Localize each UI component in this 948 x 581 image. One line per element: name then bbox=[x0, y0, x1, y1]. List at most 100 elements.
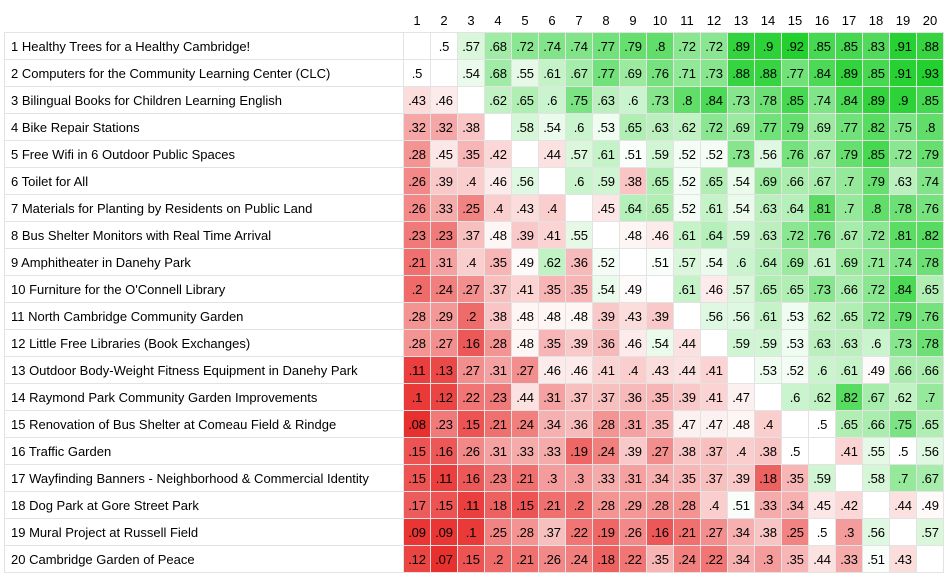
heatmap-cell: .21 bbox=[511, 464, 539, 492]
heatmap-cell: .53 bbox=[781, 302, 809, 330]
heatmap-cell bbox=[484, 113, 512, 141]
heatmap-cell: .61 bbox=[673, 275, 701, 303]
heatmap-cell: .47 bbox=[700, 410, 728, 438]
heatmap-cell: .67 bbox=[808, 167, 836, 195]
heatmap-cell: .3 bbox=[538, 464, 566, 492]
heatmap-body: 1 Healthy Trees for a Healthy Cambridge!… bbox=[4, 32, 944, 573]
row-label: 10 Furniture for the O'Connell Library bbox=[4, 275, 404, 303]
heatmap-cell: .66 bbox=[781, 167, 809, 195]
heatmap-cell: .77 bbox=[592, 32, 620, 60]
heatmap-cell: .67 bbox=[916, 464, 944, 492]
heatmap-cell: .1 bbox=[457, 518, 485, 546]
heatmap-cell bbox=[808, 437, 836, 465]
heatmap-cell: .37 bbox=[457, 221, 485, 249]
heatmap-cell: .84 bbox=[808, 59, 836, 87]
heatmap-cell: .51 bbox=[862, 545, 890, 573]
heatmap-cell: .38 bbox=[754, 437, 782, 465]
heatmap-cell: .68 bbox=[484, 59, 512, 87]
heatmap-cell: .49 bbox=[916, 491, 944, 519]
heatmap-cell: .15 bbox=[430, 491, 458, 519]
heatmap-cell: .36 bbox=[619, 383, 647, 411]
heatmap-cell: .65 bbox=[835, 410, 863, 438]
table-row: 13 Outdoor Body-Weight Fitness Equipment… bbox=[4, 356, 944, 384]
heatmap-cell: .64 bbox=[781, 194, 809, 222]
heatmap-cell: .36 bbox=[565, 248, 593, 276]
heatmap-cell: .11 bbox=[457, 491, 485, 519]
column-header-5: 5 bbox=[511, 8, 539, 33]
table-row: 17 Wayfinding Banners - Neighborhood & C… bbox=[4, 464, 944, 492]
heatmap-cell: .63 bbox=[889, 167, 917, 195]
column-header-row: 1 2 3 4 5 6 7 8 9 10 11 12 13 14 15 16 17 18 19 20 bbox=[4, 8, 944, 33]
heatmap-cell bbox=[538, 167, 566, 195]
heatmap-cell: .8 bbox=[646, 32, 674, 60]
heatmap-cell: .44 bbox=[808, 545, 836, 573]
heatmap-cell: .82 bbox=[862, 113, 890, 141]
heatmap-cell: .59 bbox=[727, 329, 755, 357]
heatmap-cell: .45 bbox=[808, 491, 836, 519]
table-row: 1 Healthy Trees for a Healthy Cambridge!… bbox=[4, 32, 944, 60]
heatmap-cell: .41 bbox=[835, 437, 863, 465]
heatmap-cell: .75 bbox=[889, 410, 917, 438]
heatmap-cell: .35 bbox=[484, 248, 512, 276]
heatmap-cell: .37 bbox=[565, 383, 593, 411]
heatmap-cell: .6 bbox=[619, 86, 647, 114]
heatmap-cell: .25 bbox=[484, 518, 512, 546]
heatmap-cell: .59 bbox=[754, 329, 782, 357]
heatmap-cell: .66 bbox=[835, 275, 863, 303]
heatmap-cell: .31 bbox=[430, 248, 458, 276]
heatmap-cell: .37 bbox=[538, 518, 566, 546]
heatmap-cell: .39 bbox=[565, 329, 593, 357]
heatmap-cell: .24 bbox=[592, 437, 620, 465]
heatmap-cell: .24 bbox=[511, 410, 539, 438]
heatmap-cell: .18 bbox=[484, 491, 512, 519]
heatmap-cell: .52 bbox=[673, 140, 701, 168]
heatmap-cell: .73 bbox=[727, 86, 755, 114]
heatmap-cell: .48 bbox=[619, 221, 647, 249]
heatmap-cell: .69 bbox=[619, 59, 647, 87]
heatmap-cell: .46 bbox=[619, 329, 647, 357]
heatmap-cell: .81 bbox=[808, 194, 836, 222]
heatmap-cell: .57 bbox=[565, 140, 593, 168]
heatmap-cell: .63 bbox=[808, 329, 836, 357]
table-row: 9 Amphitheater in Danehy Park .21.31.4.35… bbox=[4, 248, 944, 276]
heatmap-cell: .51 bbox=[646, 248, 674, 276]
heatmap-cell: .21 bbox=[484, 410, 512, 438]
heatmap-cell: .52 bbox=[592, 248, 620, 276]
heatmap-cell: .44 bbox=[889, 491, 917, 519]
heatmap-cell: .11 bbox=[403, 356, 431, 384]
table-row: 10 Furniture for the O'Connell Library .2… bbox=[4, 275, 944, 303]
heatmap-cell: .61 bbox=[673, 221, 701, 249]
heatmap-cell: .35 bbox=[646, 383, 674, 411]
heatmap-cell bbox=[646, 275, 674, 303]
heatmap-cell: .44 bbox=[538, 140, 566, 168]
column-header-8: 8 bbox=[592, 8, 620, 33]
heatmap-cell: .5 bbox=[889, 437, 917, 465]
heatmap-cell: .26 bbox=[457, 437, 485, 465]
heatmap-cell: .67 bbox=[808, 140, 836, 168]
row-label: 9 Amphitheater in Danehy Park bbox=[4, 248, 404, 276]
heatmap-cell: .33 bbox=[538, 437, 566, 465]
table-row: 5 Free Wifi in 6 Outdoor Public Spaces .2… bbox=[4, 140, 944, 168]
column-header-3: 3 bbox=[457, 8, 485, 33]
heatmap-cell: .81 bbox=[889, 221, 917, 249]
heatmap-cell: .48 bbox=[727, 410, 755, 438]
column-header-12: 12 bbox=[700, 8, 728, 33]
heatmap-cell: .58 bbox=[862, 464, 890, 492]
heatmap-cell: .64 bbox=[619, 194, 647, 222]
heatmap-cell: .37 bbox=[700, 464, 728, 492]
heatmap-cell: .09 bbox=[430, 518, 458, 546]
heatmap-cell: .26 bbox=[403, 167, 431, 195]
heatmap-cell: .22 bbox=[457, 383, 485, 411]
heatmap-cell: .92 bbox=[781, 32, 809, 60]
row-label: 11 North Cambridge Community Garden bbox=[4, 302, 404, 330]
heatmap-cell: .64 bbox=[700, 221, 728, 249]
column-header-1: 1 bbox=[403, 8, 431, 33]
corner-cell bbox=[4, 8, 404, 33]
heatmap-cell: .54 bbox=[457, 59, 485, 87]
heatmap-cell: .08 bbox=[403, 410, 431, 438]
heatmap-cell: .75 bbox=[889, 113, 917, 141]
heatmap-cell: .59 bbox=[727, 221, 755, 249]
heatmap-cell: .67 bbox=[565, 59, 593, 87]
heatmap-cell: .31 bbox=[538, 383, 566, 411]
heatmap-cell: .16 bbox=[457, 464, 485, 492]
